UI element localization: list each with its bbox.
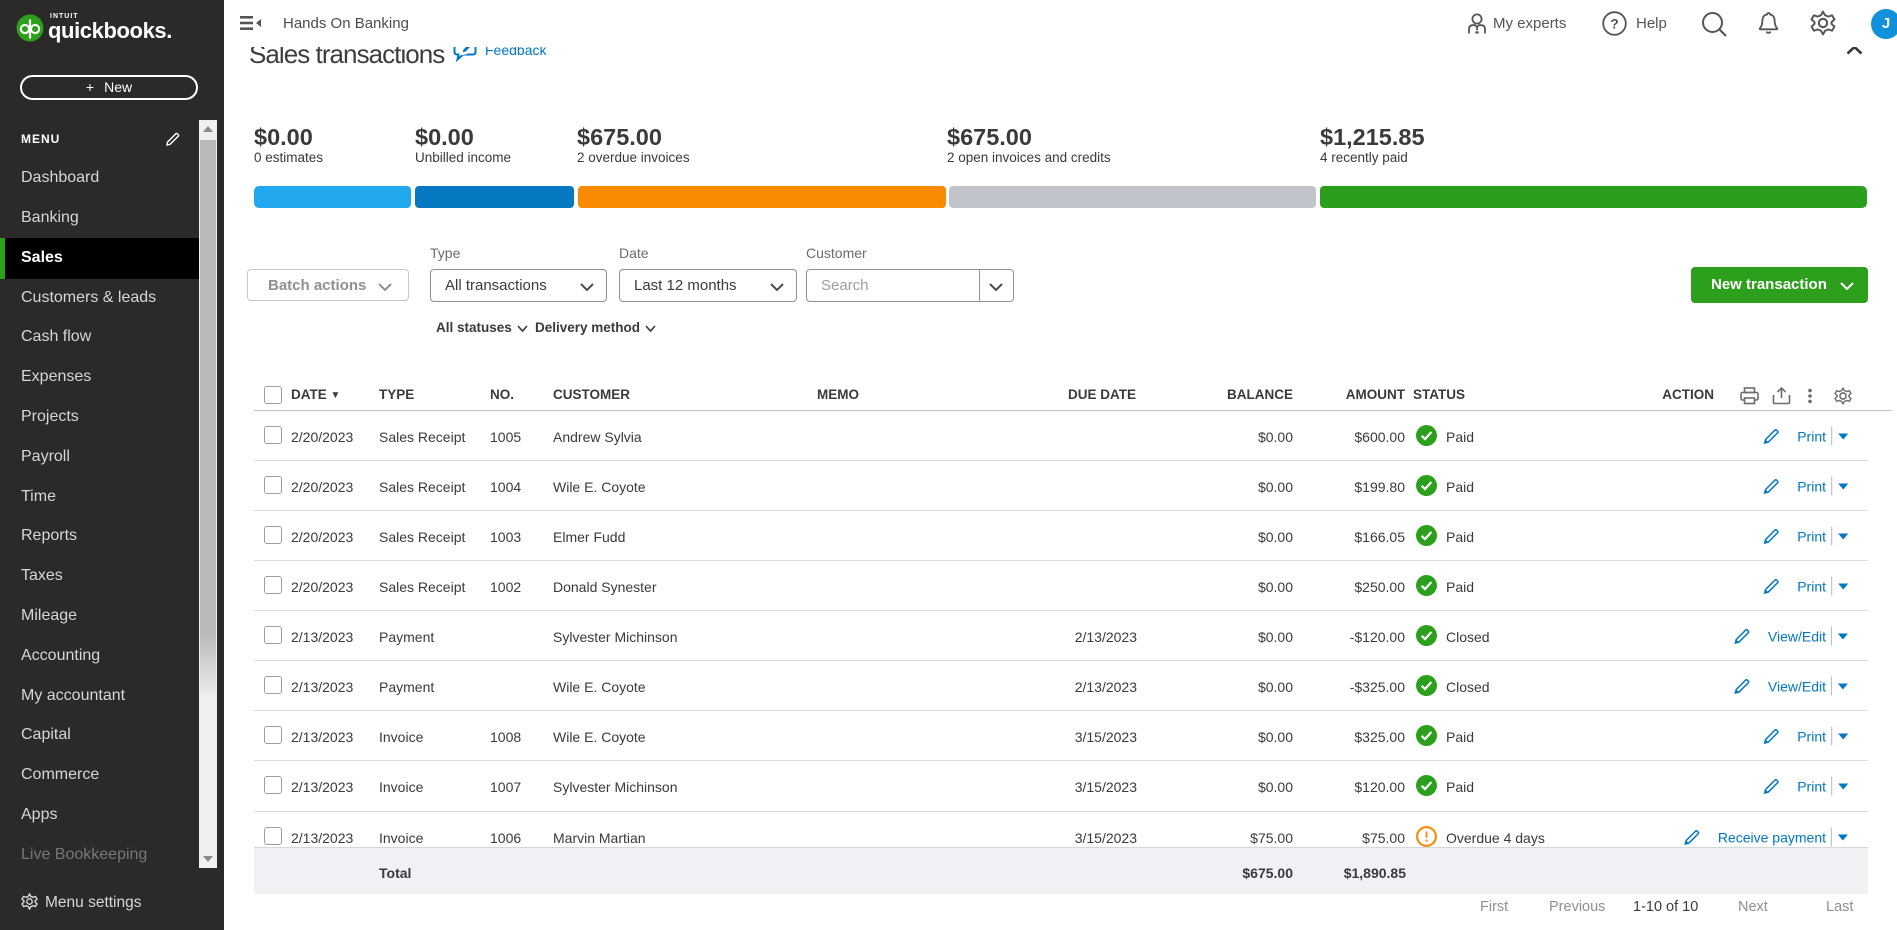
svg-text:?: ? <box>1610 15 1619 31</box>
